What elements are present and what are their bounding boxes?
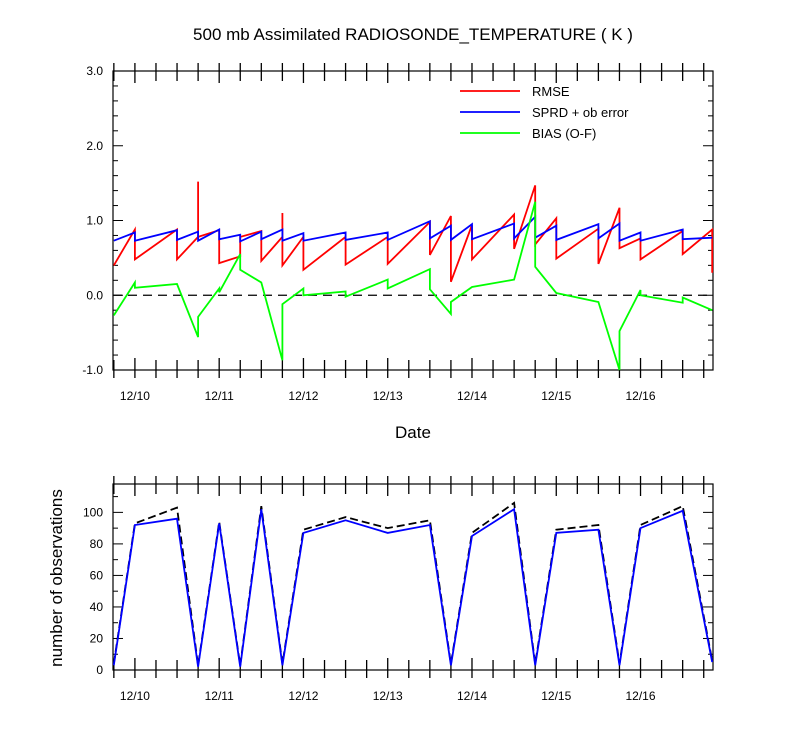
bottom-y-tick-label: 40	[90, 600, 104, 614]
bottom-y-tick-label: 0	[96, 663, 103, 677]
bottom-y-axis-title: number of observations	[47, 489, 66, 667]
legend-label: RMSE	[532, 84, 570, 99]
bottom-x-tick-label: 12/16	[626, 689, 656, 703]
bottom-x-tick-label: 12/10	[120, 689, 150, 703]
top-y-tick-label: 2.0	[86, 139, 103, 153]
legend-label: BIAS (O-F)	[532, 126, 596, 141]
top-series-line-sprd-ob-error	[113, 214, 713, 243]
top-panel: -1.0 0.0 1.0 2.0 3.0 12/10 12/11 12/12 12/13 12/1…	[82, 63, 714, 403]
bottom-y-tick-label: 80	[90, 537, 104, 551]
top-y-tick-label: 1.0	[86, 214, 103, 228]
top-y-tick-label: 3.0	[86, 64, 103, 78]
top-x-axis-title: Date	[395, 423, 431, 442]
bottom-x-tick-label: 12/15	[541, 689, 571, 703]
bottom-series-line-series-1	[112, 507, 714, 667]
bottom-panel: 0 20 40 60 80 100 12/10 12/11 12/12 12/13 12/14 12/…	[83, 476, 714, 703]
legend-label: SPRD + ob error	[532, 105, 629, 120]
top-x-tick-label: 12/16	[626, 389, 656, 403]
top-y-tick-label: 0.0	[86, 288, 103, 302]
bottom-x-tick-label: 12/13	[373, 689, 403, 703]
bottom-y-tick-label: 100	[83, 505, 103, 519]
bottom-x-tick-label: 12/11	[205, 689, 234, 703]
bottom-x-tick-label: 12/14	[457, 689, 487, 703]
top-x-tick-label: 12/12	[288, 389, 318, 403]
top-series-line-rmse	[113, 181, 714, 283]
bottom-plot-frame	[112, 483, 714, 671]
top-series-line-bias-o-f	[113, 201, 713, 371]
top-y-tick-label: -1.0	[82, 363, 103, 377]
bottom-x-tick-label: 12/12	[288, 689, 318, 703]
chart-title: 500 mb Assimilated RADIOSONDE_TEMPERATUR…	[193, 25, 633, 44]
bottom-y-tick-label: 60	[90, 568, 104, 582]
bottom-y-tick-label: 20	[90, 631, 104, 645]
top-x-tick-label: 12/14	[457, 389, 487, 403]
top-x-tick-label: 12/15	[541, 389, 571, 403]
top-x-tick-label: 12/13	[373, 389, 403, 403]
top-x-tick-label: 12/11	[205, 389, 234, 403]
top-x-tick-label: 12/10	[120, 389, 150, 403]
